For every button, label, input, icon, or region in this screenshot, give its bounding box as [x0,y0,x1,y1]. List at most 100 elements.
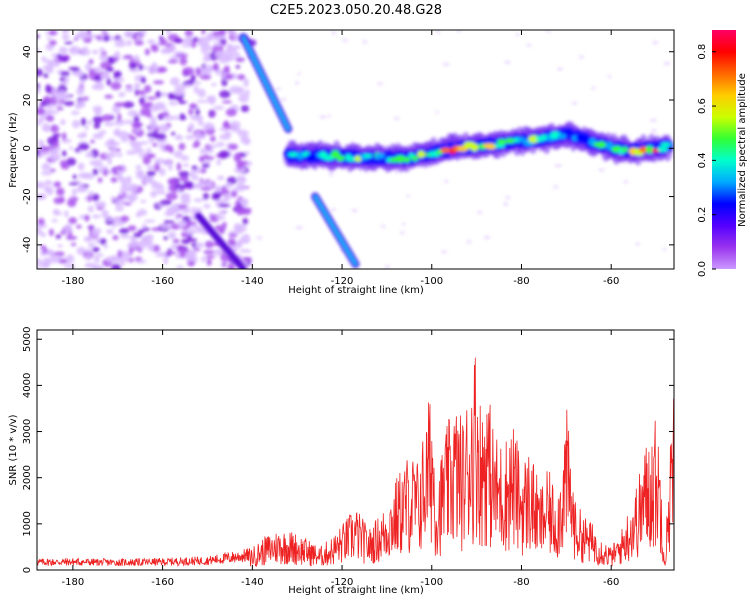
noise-speckle [200,168,207,174]
noise-speckle [43,186,51,193]
noise-speckle [40,171,53,176]
noise-speckle [105,217,118,222]
noise-speckle [131,121,142,129]
noise-speckle [331,31,337,35]
dc-band-hotspot [411,155,419,162]
noise-speckle [91,229,98,237]
noise-speckle [160,92,169,97]
noise-speckle [163,256,169,265]
noise-speckle [37,68,43,77]
noise-speckle [87,242,95,248]
noise-speckle [275,87,282,91]
noise-speckle [78,172,90,179]
noise-speckle [61,34,70,41]
noise-speckle [179,175,189,182]
noise-speckle [72,72,82,76]
noise-speckle [71,119,81,129]
noise-speckle [104,152,115,158]
noise-speckle [52,140,60,148]
noise-speckle [94,256,100,264]
x-tick-label: -120 [331,276,354,287]
noise-speckle [41,56,47,62]
noise-speckle [135,170,145,175]
noise-speckle [65,235,78,241]
noise-speckle [68,217,78,225]
noise-speckle [60,119,66,126]
noise-speckle [67,198,77,208]
noise-speckle [135,165,142,170]
noise-speckle [109,145,117,154]
noise-speckle [223,120,229,127]
noise-speckle [213,105,225,110]
noise-speckle [221,100,233,104]
colorbar-tick-label: 0.0 [697,261,708,277]
noise-speckle [133,82,141,90]
noise-speckle [37,266,41,269]
noise-speckle [49,254,61,264]
noise-speckle [181,43,193,48]
noise-speckle [190,74,196,83]
x-tick-label: -180 [62,276,85,287]
noise-speckle [43,73,49,79]
noise-speckle [175,188,182,193]
noise-speckle [188,122,195,131]
noise-speckle [45,84,52,94]
noise-speckle [92,168,99,176]
noise-speckle [115,38,126,43]
noise-speckle [435,110,439,114]
noise-speckle [72,174,77,180]
noise-speckle [184,30,194,37]
noise-speckle [165,192,178,201]
dc-band-hotspot [287,152,299,157]
noise-speckle [78,143,90,151]
noise-speckle [134,40,144,46]
noise-speckle [70,110,80,115]
noise-speckle [199,74,212,80]
noise-speckle [401,222,406,226]
noise-speckle [84,214,90,222]
noise-speckle [99,130,107,135]
noise-speckle [91,84,100,90]
noise-speckle [152,142,158,147]
noise-speckle [125,150,137,155]
noise-speckle [150,190,157,198]
noise-speckle [93,75,102,82]
x-tick-label: -140 [241,577,264,588]
noise-speckle [553,185,559,189]
noise-speckle [151,131,159,139]
noise-speckle [237,74,246,81]
noise-speckle [242,137,251,146]
noise-speckle [190,206,197,216]
noise-speckle [578,55,585,59]
noise-speckle [85,237,93,242]
noise-speckle [117,112,122,122]
noise-speckle [176,134,182,140]
noise-speckle [60,71,70,77]
noise-speckle [193,37,199,41]
noise-speckle [133,115,140,123]
noise-speckle [229,85,241,94]
noise-speckle [598,168,605,172]
noise-speckle [37,48,40,52]
noise-speckle [113,77,125,83]
noise-speckle [65,254,75,263]
noise-speckle [212,62,219,71]
noise-speckle [139,97,146,104]
noise-speckle [444,179,449,183]
x-tick-label: -120 [331,577,354,588]
noise-speckle [77,32,90,40]
noise-speckle [81,97,90,101]
noise-speckle [146,96,157,100]
noise-speckle [48,30,58,36]
noise-speckle [47,64,54,71]
noise-speckle [195,108,201,117]
dc-band-hotspot [336,155,345,162]
noise-speckle [143,219,156,223]
noise-speckle [159,199,172,206]
noise-speckle [178,100,188,104]
noise-speckle [244,151,250,155]
noise-speckle [55,234,62,239]
noise-speckle [234,227,243,235]
noise-speckle [180,155,190,161]
noise-speckle [52,89,59,97]
